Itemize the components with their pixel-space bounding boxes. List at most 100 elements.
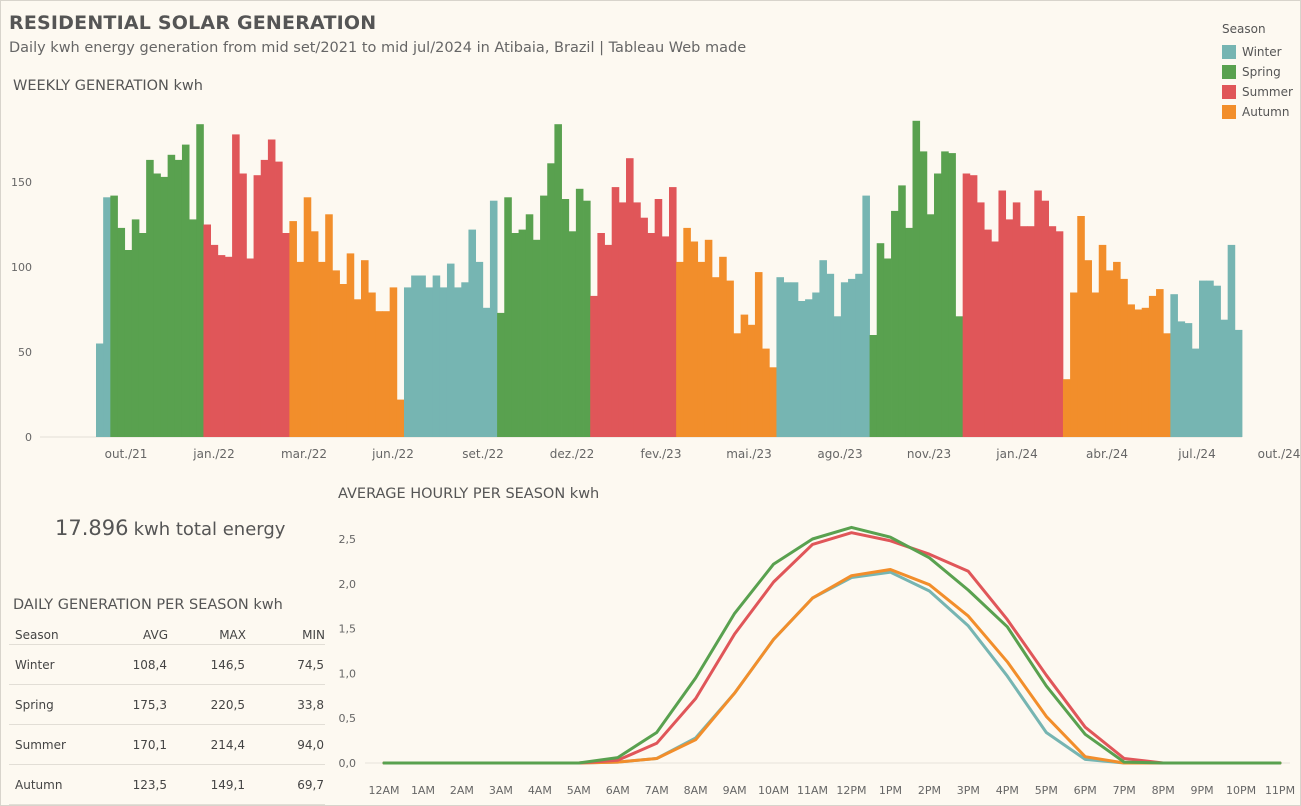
weekly-bar <box>511 233 519 437</box>
y-tick-label: 0,5 <box>339 712 357 725</box>
legend-item-autumn[interactable]: Autumn <box>1222 102 1293 122</box>
y-tick-label: 2,0 <box>339 578 357 591</box>
daily-table-title: DAILY GENERATION PER SEASON kwh <box>13 597 283 613</box>
legend-label: Summer <box>1242 85 1293 99</box>
weekly-bar <box>747 324 756 437</box>
y-tick-label: 100 <box>11 261 32 274</box>
weekly-bar <box>1005 219 1014 437</box>
weekly-bar <box>1113 261 1121 437</box>
hourly-season-chart[interactable]: 0,0 0,5 1,0 1,5 2,0 2,5 12AM 1AM 2AM 3AM 4AM 5AM 6AM… <box>325 512 1295 802</box>
weekly-bar <box>697 261 706 437</box>
weekly-bar <box>375 311 383 437</box>
weekly-bar <box>1120 278 1128 437</box>
weekly-bar <box>561 199 570 437</box>
weekly-bar <box>504 197 512 437</box>
legend-label: Autumn <box>1242 105 1290 119</box>
weekly-bar <box>683 227 691 437</box>
weekly-bar <box>934 173 942 437</box>
weekly-bar <box>475 261 484 437</box>
weekly-bar <box>883 258 892 437</box>
weekly-bar <box>926 214 935 437</box>
weekly-bar <box>754 272 763 437</box>
weekly-bar <box>618 202 627 437</box>
x-tick-label: jan./22 <box>192 447 234 461</box>
x-tick-label: 6AM <box>606 784 630 797</box>
weekly-bar <box>203 224 211 437</box>
weekly-bar <box>1134 309 1143 437</box>
weekly-bar <box>833 316 842 437</box>
weekly-generation-chart[interactable]: 0 50 100 150 out./21 jan./22 mar./22 jun./22 set… <box>0 95 1301 475</box>
table-row: Winter 108,4 146,5 74,5 <box>9 644 325 685</box>
weekly-bar <box>482 307 491 437</box>
weekly-bar <box>1084 260 1092 437</box>
x-tick-label: 7AM <box>645 784 669 797</box>
weekly-bar <box>797 301 806 437</box>
weekly-bar <box>919 151 928 437</box>
season-legend[interactable]: Season Winter Spring Summer Autumn <box>1222 22 1293 122</box>
weekly-bar <box>826 273 835 437</box>
weekly-bar <box>869 335 878 437</box>
weekly-bar <box>661 236 670 437</box>
weekly-bar <box>876 243 885 437</box>
x-tick-label: 9AM <box>723 784 747 797</box>
weekly-bar <box>597 233 605 437</box>
legend-title: Season <box>1222 22 1266 36</box>
weekly-bar <box>389 287 398 437</box>
y-tick-label: 1,0 <box>339 667 357 680</box>
weekly-bar <box>726 280 734 437</box>
series-line-winter <box>382 570 1282 765</box>
weekly-bar <box>575 188 584 437</box>
x-tick-label: 8AM <box>684 784 708 797</box>
weekly-bar <box>912 120 921 438</box>
weekly-bar <box>346 253 355 437</box>
weekly-bar <box>246 258 254 437</box>
series-line-autumn <box>382 568 1282 765</box>
total-energy-kpi: 17.896 kwh total energy <box>55 516 285 540</box>
weekly-bar <box>489 200 498 437</box>
legend-item-spring[interactable]: Spring <box>1222 62 1293 82</box>
weekly-bar <box>547 163 555 438</box>
weekly-bar <box>461 282 469 437</box>
cell: 123,5 <box>93 764 168 805</box>
cell: 69,7 <box>246 764 325 805</box>
weekly-bar <box>110 195 118 437</box>
weekly-bar <box>468 229 477 437</box>
weekly-bar <box>167 154 176 438</box>
weekly-bar <box>181 144 190 437</box>
weekly-bar <box>962 173 971 437</box>
cell: 146,5 <box>168 644 246 685</box>
legend-item-summer[interactable]: Summer <box>1222 82 1293 102</box>
y-tick-label: 50 <box>18 346 32 359</box>
x-tick-label: 11PM <box>1265 784 1295 797</box>
weekly-bar <box>353 299 362 437</box>
weekly-bar <box>733 333 742 437</box>
col-header-min: MIN <box>302 627 325 642</box>
x-tick-label: 11AM <box>797 784 828 797</box>
weekly-bar <box>1141 307 1150 437</box>
weekly-bar <box>1220 319 1229 437</box>
x-tick-label: abr./24 <box>1086 447 1128 461</box>
weekly-bar <box>310 231 319 437</box>
weekly-bar <box>189 219 197 437</box>
weekly-bar <box>1012 202 1021 437</box>
legend-item-winter[interactable]: Winter <box>1222 42 1293 62</box>
x-tick-label: 6PM <box>1074 784 1097 797</box>
weekly-bar <box>1091 292 1100 437</box>
weekly-bar <box>138 233 147 437</box>
weekly-bar <box>282 233 290 437</box>
weekly-bar <box>1163 333 1171 437</box>
x-tick-label: 10PM <box>1226 784 1256 797</box>
weekly-bar <box>232 134 240 437</box>
weekly-bar <box>131 219 140 437</box>
weekly-bar <box>984 229 992 437</box>
weekly-bar <box>174 159 183 437</box>
weekly-bar <box>941 151 949 437</box>
weekly-bar <box>1062 379 1071 437</box>
x-tick-label: mai./23 <box>726 447 772 461</box>
weekly-bar <box>1077 216 1085 437</box>
weekly-bar <box>403 287 412 437</box>
cell: 33,8 <box>246 684 325 725</box>
weekly-bar <box>446 263 455 437</box>
x-tick-label: 9PM <box>1191 784 1214 797</box>
weekly-bar <box>1234 329 1243 437</box>
